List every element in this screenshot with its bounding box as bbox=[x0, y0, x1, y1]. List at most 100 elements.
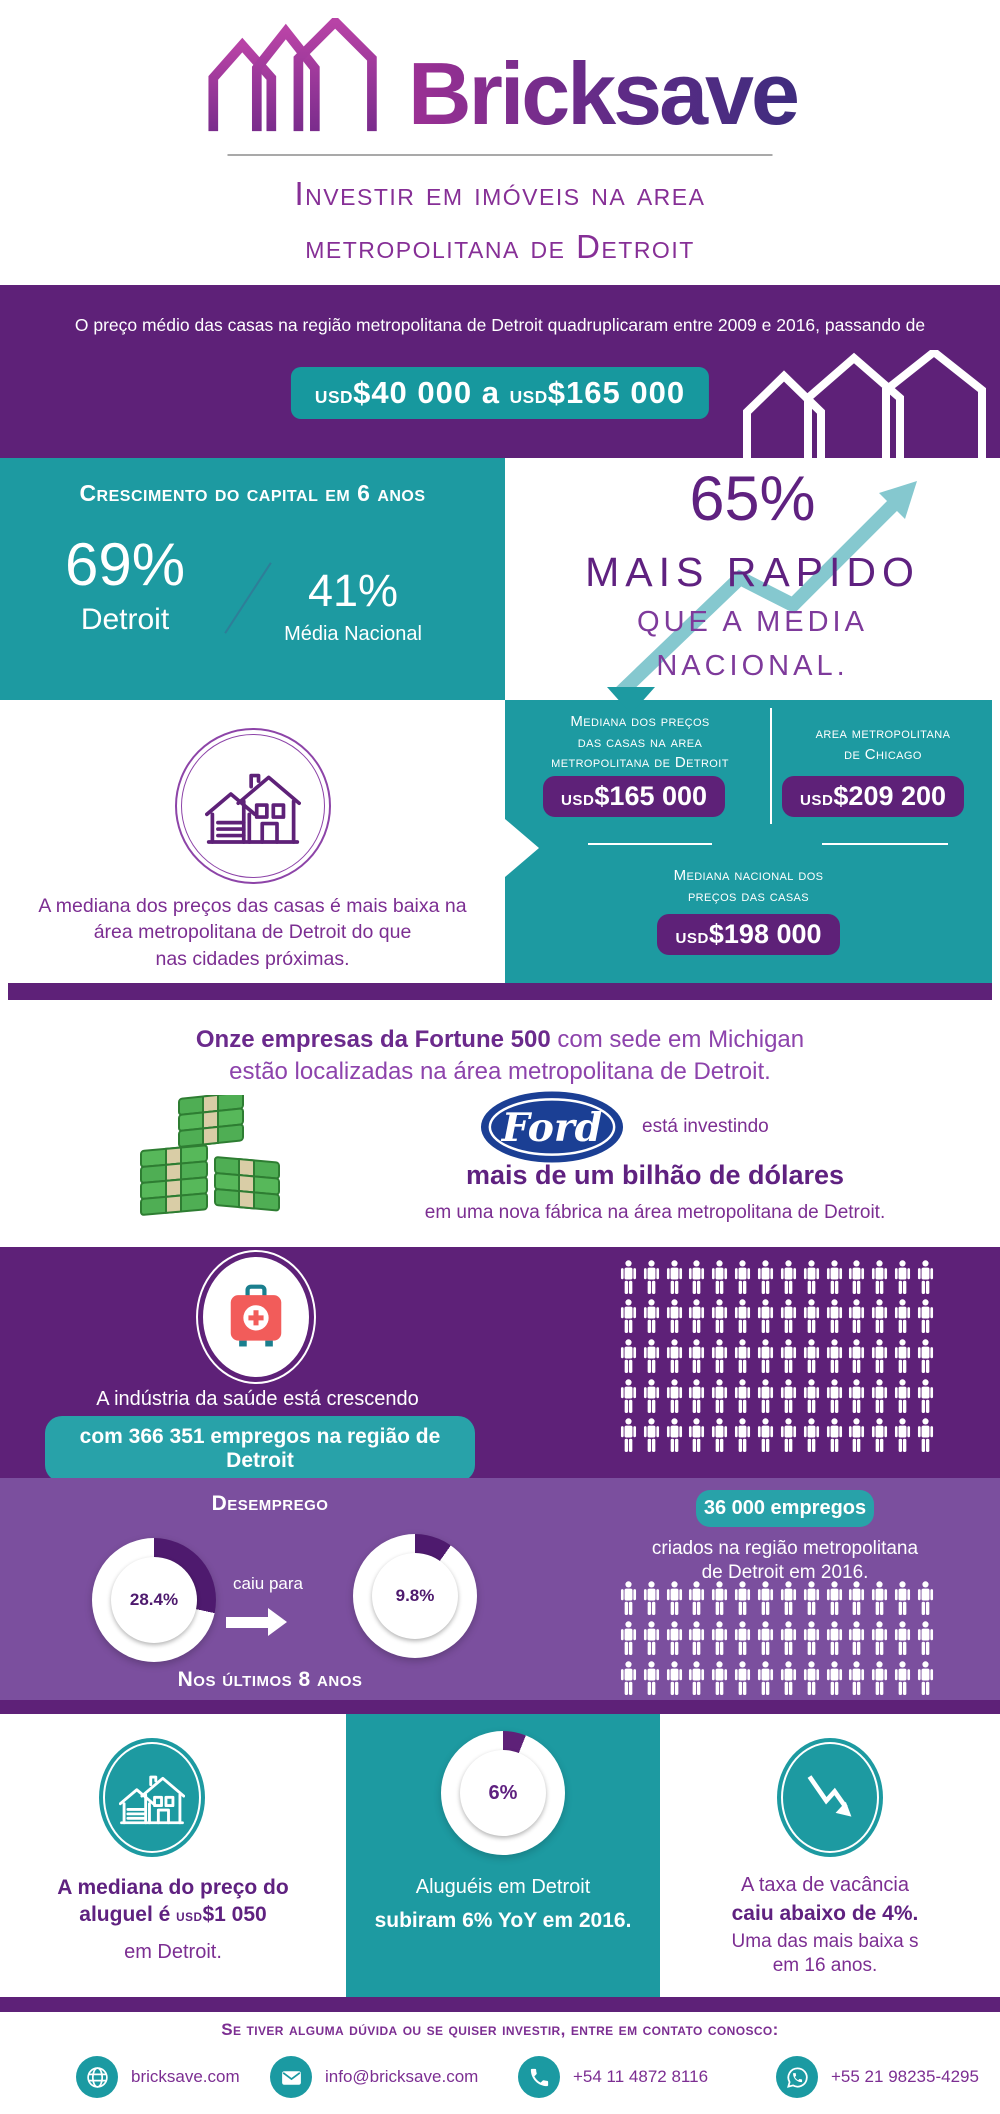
person-icon bbox=[754, 1257, 777, 1297]
person-icon bbox=[868, 1336, 891, 1376]
chicago-median-amount: $209 200 bbox=[833, 781, 947, 811]
fortune-heading-rest: com sede em Michigan bbox=[550, 1026, 805, 1053]
person-icon bbox=[891, 1658, 914, 1698]
price-to: $165 000 bbox=[547, 375, 686, 410]
person-icon bbox=[731, 1336, 754, 1376]
detroit-median-amount: $165 000 bbox=[594, 781, 708, 811]
person-icon bbox=[891, 1578, 914, 1618]
usd-prefix: USD bbox=[800, 792, 834, 809]
national-median-amount: $198 000 bbox=[708, 919, 822, 949]
person-icon bbox=[663, 1578, 686, 1618]
page-title: Investir em imóveis na area metropolitan… bbox=[0, 168, 1000, 274]
divider-line bbox=[588, 843, 712, 845]
person-icon bbox=[868, 1376, 891, 1416]
chicago-median-label: area metropolitana de Chicago bbox=[782, 724, 984, 765]
person-icon bbox=[868, 1297, 891, 1337]
person-icon bbox=[800, 1376, 823, 1416]
right-arrow-icon bbox=[226, 1608, 287, 1636]
rent-line1: A mediana do preço do bbox=[57, 1876, 289, 1899]
detroit-median-label-line2: das casas na area bbox=[577, 733, 703, 751]
chicago-median-label-line2: de Chicago bbox=[844, 745, 922, 763]
section-divider-bar bbox=[0, 1700, 1000, 1714]
faster-line1: MAIS RAPIDO bbox=[585, 549, 920, 595]
rent-house-badge bbox=[99, 1738, 205, 1857]
contact-website-label[interactable]: bricksave.com bbox=[131, 2067, 240, 2086]
teal-down-chevron-icon bbox=[607, 687, 655, 714]
usd-prefix: USD bbox=[675, 930, 709, 947]
footer-divider-bar bbox=[0, 1997, 1000, 2012]
contact-whatsapp[interactable]: +55 21 98235-4295 bbox=[776, 2056, 979, 2098]
person-icon bbox=[708, 1618, 731, 1658]
national-median-pill: USD$198 000 bbox=[657, 914, 840, 955]
health-people-grid bbox=[617, 1257, 937, 1455]
person-icon bbox=[617, 1336, 640, 1376]
person-icon bbox=[868, 1257, 891, 1297]
person-icon bbox=[708, 1297, 731, 1337]
person-icon bbox=[640, 1297, 663, 1337]
person-icon bbox=[800, 1415, 823, 1455]
median-caption-line2: área metropolitana de Detroit do que bbox=[93, 921, 412, 944]
donut-center: 28.4% bbox=[111, 1557, 197, 1643]
person-icon bbox=[846, 1257, 869, 1297]
national-median-pill-wrap: USD$198 000 bbox=[505, 914, 992, 955]
median-caption: A mediana dos preços das casas é mais ba… bbox=[20, 893, 485, 972]
person-icon bbox=[663, 1297, 686, 1337]
section-divider-bar bbox=[8, 983, 992, 1000]
person-icon bbox=[617, 1618, 640, 1658]
rent-line2: aluguel é USD$1 050 bbox=[10, 1903, 336, 1927]
person-icon bbox=[663, 1257, 686, 1297]
person-icon bbox=[617, 1578, 640, 1618]
detroit-growth-stat: 69% Detroit bbox=[30, 535, 220, 637]
person-icon bbox=[708, 1658, 731, 1698]
person-icon bbox=[708, 1376, 731, 1416]
contact-whatsapp-label[interactable]: +55 21 98235-4295 bbox=[831, 2067, 979, 2086]
person-icon bbox=[777, 1257, 800, 1297]
person-icon bbox=[663, 1415, 686, 1455]
brand-wordmark: Bricksave bbox=[408, 44, 800, 144]
contact-phone-label[interactable]: +54 11 4872 8116 bbox=[573, 2067, 709, 2086]
white-right-chevron-icon bbox=[505, 819, 539, 877]
unemployment-after-pct: 9.8% bbox=[395, 1586, 435, 1605]
detroit-median-label-line1: Mediana dos preços bbox=[570, 713, 710, 730]
fortune-heading-bold: Onze empresas da Fortune 500 bbox=[195, 1026, 551, 1053]
detroit-median-pill: USD$165 000 bbox=[543, 776, 726, 817]
person-icon bbox=[891, 1257, 914, 1297]
person-icon bbox=[686, 1658, 709, 1698]
person-icon bbox=[754, 1658, 777, 1698]
person-icon bbox=[868, 1578, 891, 1618]
person-icon bbox=[891, 1297, 914, 1337]
national-median-label-line2: preços das casas bbox=[687, 887, 810, 905]
page-title-line2: metropolitana de Detroit bbox=[305, 227, 695, 265]
person-icon bbox=[686, 1257, 709, 1297]
person-icon bbox=[846, 1415, 869, 1455]
detroit-median-label: Mediana dos preços das casas na area met… bbox=[515, 712, 765, 774]
vacancy-line4: em 16 anos. bbox=[772, 1955, 878, 1976]
person-icon bbox=[640, 1578, 663, 1618]
unemployment-after-donut: 9.8% bbox=[353, 1534, 477, 1658]
health-caption: A indústria da saúde está crescendo bbox=[96, 1388, 419, 1410]
whatsapp-icon bbox=[776, 2056, 818, 2098]
person-icon bbox=[640, 1257, 663, 1297]
person-icon bbox=[640, 1618, 663, 1658]
divider-line bbox=[822, 843, 948, 845]
person-icon bbox=[731, 1578, 754, 1618]
person-icon bbox=[914, 1658, 937, 1698]
contact-email-label[interactable]: info@bricksave.com bbox=[325, 2067, 479, 2086]
person-icon bbox=[663, 1658, 686, 1698]
person-icon bbox=[708, 1578, 731, 1618]
person-icon bbox=[823, 1415, 846, 1455]
person-icon bbox=[617, 1658, 640, 1698]
median-caption-line3: nas cidades próximas. bbox=[155, 947, 350, 970]
contact-phone[interactable]: +54 11 4872 8116 bbox=[518, 2056, 708, 2098]
contact-website[interactable]: bricksave.com bbox=[76, 2056, 240, 2098]
person-icon bbox=[708, 1336, 731, 1376]
person-icon bbox=[800, 1257, 823, 1297]
house-circle-badge bbox=[175, 728, 331, 884]
vacancy-line1: A taxa de vacância bbox=[741, 1874, 909, 1896]
person-icon bbox=[731, 1618, 754, 1658]
person-icon bbox=[777, 1376, 800, 1416]
person-icon bbox=[777, 1618, 800, 1658]
national-median-label: Mediana nacional dos preços das casas bbox=[505, 866, 992, 907]
contact-email[interactable]: info@bricksave.com bbox=[270, 2056, 478, 2098]
faster-line3: NACIONAL. bbox=[656, 650, 849, 682]
